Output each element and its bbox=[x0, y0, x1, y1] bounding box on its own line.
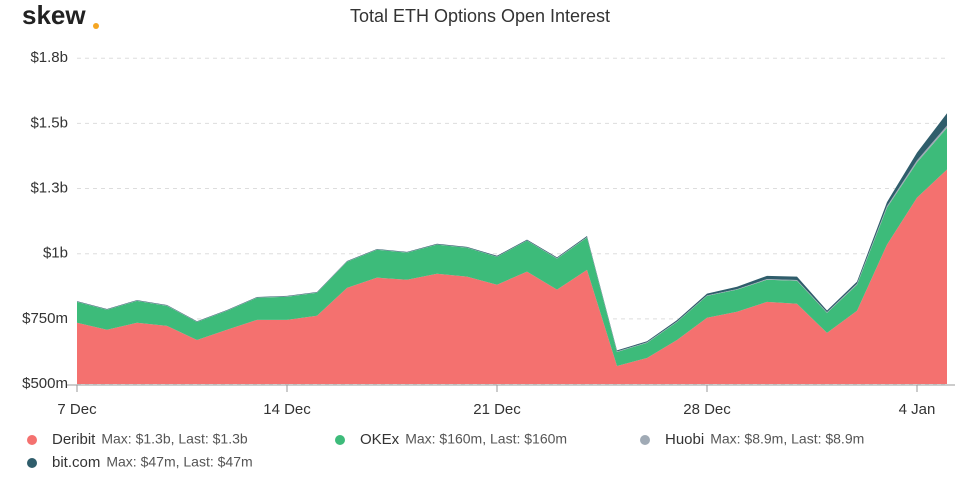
legend-summary: Max: $160m, Last: $160m bbox=[405, 431, 567, 447]
area bbox=[77, 169, 947, 384]
x-tick-label: 4 Jan bbox=[899, 401, 936, 418]
legend-summary: Max: $1.3b, Last: $1.3b bbox=[101, 431, 248, 447]
legend-marker bbox=[335, 435, 345, 445]
y-tick-label: $1.5b bbox=[30, 114, 68, 131]
y-tick-label: $1b bbox=[43, 245, 68, 262]
x-tick-label: 7 Dec bbox=[57, 401, 97, 418]
legend-name: bit.com bbox=[52, 454, 100, 471]
y-tick-label: $1.8b bbox=[30, 49, 68, 66]
x-tick-label: 28 Dec bbox=[683, 401, 731, 418]
x-tick-label: 14 Dec bbox=[263, 401, 311, 418]
logo-dot bbox=[93, 23, 99, 29]
y-tick-label: $500m bbox=[22, 375, 68, 392]
legend-marker bbox=[27, 435, 37, 445]
y-tick-label: $1.3b bbox=[30, 180, 68, 197]
legend-name: Huobi bbox=[665, 431, 704, 448]
legend-summary: Max: $47m, Last: $47m bbox=[106, 454, 252, 470]
area bbox=[77, 127, 947, 367]
y-tick-label: $750m bbox=[22, 310, 68, 327]
legend-summary: Max: $8.9m, Last: $8.9m bbox=[710, 431, 864, 447]
legend-name: Deribit bbox=[52, 431, 96, 448]
chart-title: Total ETH Options Open Interest bbox=[350, 6, 610, 26]
legend-marker bbox=[640, 435, 650, 445]
legend-name: OKEx bbox=[360, 431, 400, 448]
legend-marker bbox=[27, 458, 37, 468]
x-tick-label: 21 Dec bbox=[473, 401, 521, 418]
logo: skew bbox=[22, 0, 86, 30]
